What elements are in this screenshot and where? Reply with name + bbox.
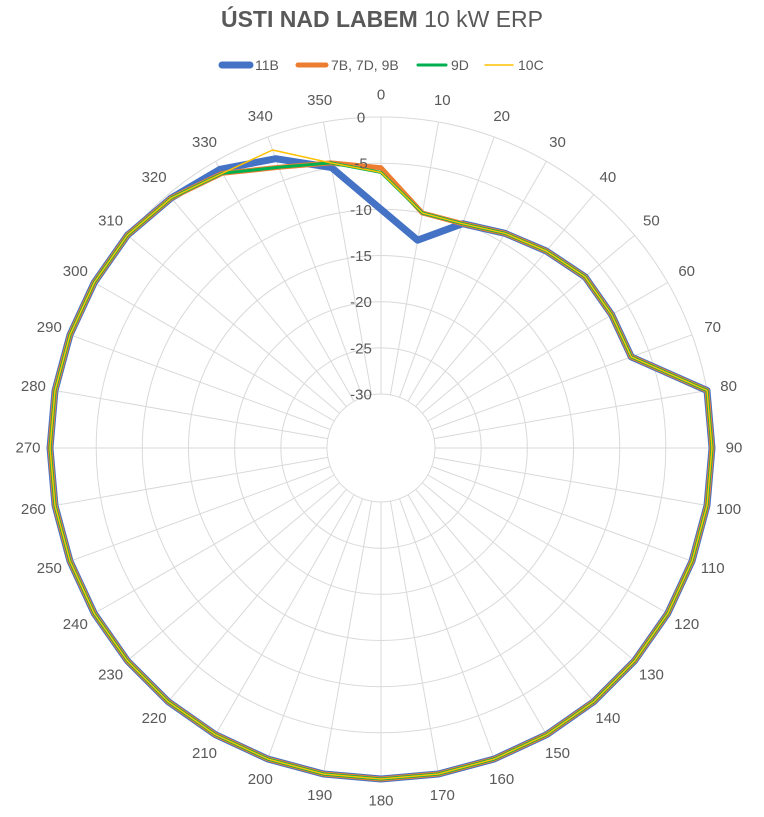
legend-label: 7B, 7D, 9B [331, 57, 399, 73]
angle-label: 130 [639, 666, 664, 683]
angle-label: 350 [307, 92, 332, 109]
chart-title-rest: 10 kW ERP [424, 6, 544, 32]
grid-spoke [389, 501, 439, 775]
grid-spoke [434, 456, 708, 506]
grid-spoke [167, 489, 347, 702]
radial-tick-label: -30 [350, 387, 372, 404]
angle-label: 80 [720, 378, 737, 395]
angle-label: 290 [37, 319, 62, 336]
radial-tick-label: -10 [350, 202, 372, 219]
angle-label: 30 [549, 134, 566, 151]
chart-title: ÚSTI NAD LABEM 10 kW ERP [0, 6, 764, 33]
grid-spoke [267, 498, 363, 760]
angle-label: 230 [98, 666, 123, 683]
legend-label: 9D [451, 57, 469, 73]
angle-label: 280 [21, 378, 46, 395]
radial-tick-label: -25 [350, 340, 372, 357]
angle-label: 200 [248, 771, 273, 788]
angle-label: 240 [63, 616, 88, 633]
angle-label: 320 [142, 169, 167, 186]
angle-label: 40 [600, 169, 617, 186]
grid-spoke [267, 136, 363, 398]
angle-label: 110 [701, 560, 725, 577]
angle-label: 70 [704, 319, 721, 336]
grid-spoke [427, 474, 668, 614]
grid-spoke [422, 482, 635, 662]
legend-label: 10C [518, 57, 544, 73]
grid-spoke [389, 121, 439, 395]
radial-tick-label: -20 [350, 294, 372, 311]
angle-label: 300 [63, 263, 88, 280]
series-line-10c [49, 149, 713, 780]
label-layer: 0 10 20 30 40 50 60 70 80 90 100 110 120 130 140 150 160… [15, 87, 742, 810]
grid-spoke [323, 501, 373, 775]
radial-tick-label: -15 [350, 248, 372, 265]
grid-spoke [415, 194, 595, 407]
angle-label: 0 [377, 87, 385, 104]
angle-label: 150 [545, 745, 570, 762]
grid-spoke [422, 234, 635, 414]
angle-label: 270 [15, 440, 40, 457]
angle-label: 310 [98, 213, 123, 230]
angle-label: 50 [643, 213, 660, 230]
radial-tick-label: -5 [354, 156, 367, 173]
grid-spoke [94, 474, 335, 614]
grid-spoke [431, 334, 693, 430]
grid-spoke [399, 136, 495, 398]
grid-spoke [94, 282, 335, 422]
grid-spoke [431, 466, 693, 562]
chart-title-bold: ÚSTI NAD LABEM [220, 6, 418, 32]
grid-spoke [215, 161, 355, 402]
angle-label: 170 [430, 787, 455, 804]
legend-label: 11B [255, 57, 279, 73]
angle-label: 60 [678, 263, 695, 280]
radial-tick-label: 0 [357, 110, 365, 127]
angle-label: 120 [674, 616, 699, 633]
angle-label: 340 [248, 108, 273, 125]
angle-label: 330 [192, 134, 217, 151]
angle-label: 160 [489, 771, 514, 788]
angle-label: 180 [368, 793, 393, 810]
angle-label: 20 [493, 108, 510, 125]
angle-label: 260 [21, 501, 46, 518]
angle-label: 10 [434, 92, 451, 109]
grid-spoke [167, 194, 347, 407]
angle-label: 140 [595, 710, 620, 727]
angle-label: 220 [142, 710, 167, 727]
grid-spoke [54, 390, 328, 440]
grid-spoke [415, 489, 595, 702]
legend: 11B 7B, 7D, 9B 9D 10C [218, 57, 544, 73]
grid-spoke [127, 482, 340, 662]
angle-label: 250 [37, 560, 62, 577]
grid-spoke [69, 466, 331, 562]
grid-spoke [427, 282, 668, 422]
grid-layer [49, 116, 713, 780]
series-layer [46, 149, 716, 783]
grid-spoke [399, 498, 495, 760]
grid-spoke [434, 390, 708, 440]
grid-spoke [215, 494, 355, 735]
angle-label: 210 [192, 745, 217, 762]
angle-label: 100 [716, 501, 741, 518]
grid-ring [326, 393, 436, 503]
angle-label: 90 [726, 440, 743, 457]
grid-spoke [69, 334, 331, 430]
grid-spoke [54, 456, 328, 506]
grid-spoke [407, 161, 547, 402]
grid-spoke [127, 234, 340, 414]
angle-label: 190 [307, 787, 332, 804]
grid-spoke [407, 494, 547, 735]
